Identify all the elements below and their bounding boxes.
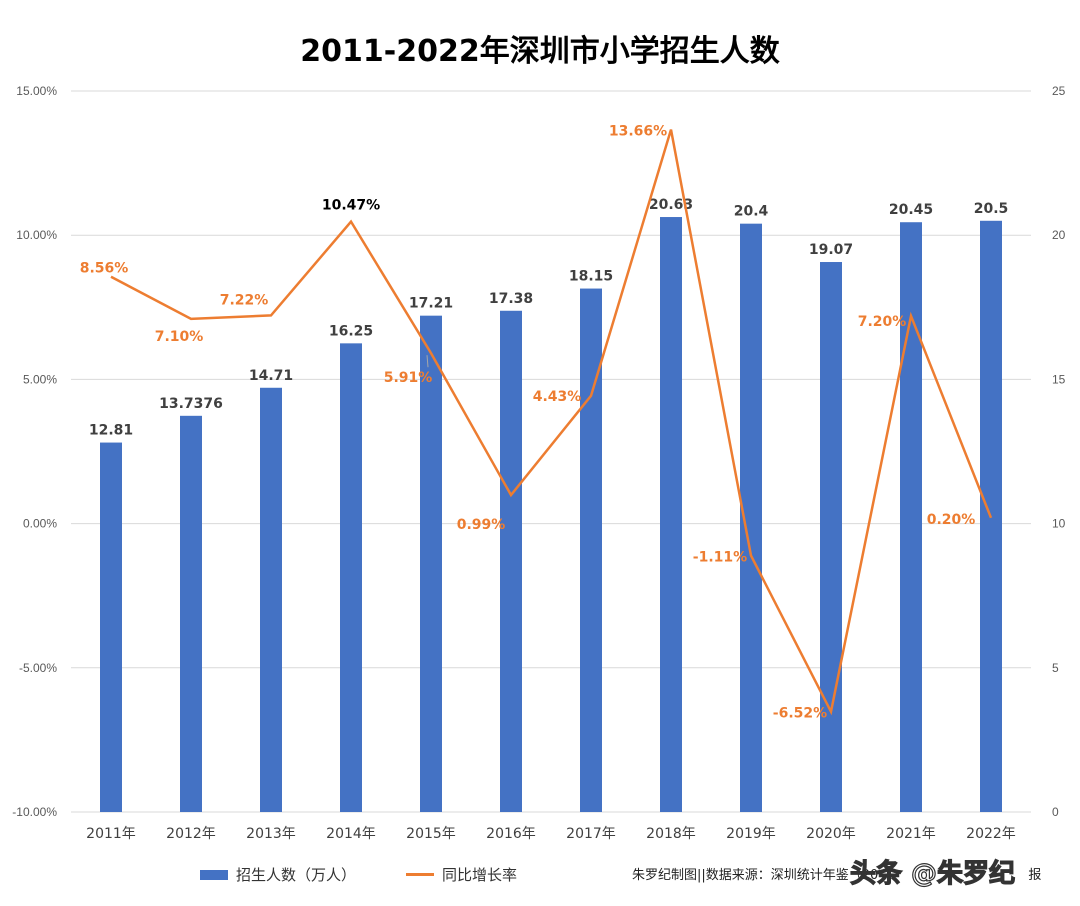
left-axis-tick: 10.00% xyxy=(16,228,57,242)
line-data-label: -1.11% xyxy=(693,550,747,566)
x-axis-tick: 2020年 xyxy=(806,826,856,842)
legend: 招生人数（万人） 同比增长率 xyxy=(200,864,517,885)
line-series xyxy=(110,129,993,716)
x-axis-tick: 2015年 xyxy=(406,826,456,842)
legend-label-bar: 招生人数（万人） xyxy=(236,866,357,884)
legend-swatch-bar xyxy=(200,869,228,880)
x-axis-tick: 2012年 xyxy=(166,826,216,842)
watermark: 头条 @朱罗纪 xyxy=(849,858,1016,889)
bar xyxy=(180,415,202,812)
x-axis-tick: 2018年 xyxy=(646,826,696,842)
line-data-label: 4.43% xyxy=(533,389,582,405)
bar xyxy=(500,310,522,812)
left-axis-tick: 15.00% xyxy=(16,84,57,98)
left-axis-tick: 0.00% xyxy=(23,517,57,531)
bar xyxy=(900,222,922,813)
left-axis-tick: -5.00% xyxy=(19,661,57,675)
line-data-label: 0.20% xyxy=(927,512,976,528)
bar-data-label: 19.07 xyxy=(809,242,853,258)
bar xyxy=(660,217,682,812)
bar-data-label: 17.21 xyxy=(409,296,453,312)
bar-data-label: 18.15 xyxy=(569,269,613,285)
source-note: 朱罗纪制图||数据来源：深圳统计年鉴（20 报 xyxy=(632,864,1041,883)
legend-swatch-line xyxy=(406,873,435,876)
bar xyxy=(260,387,282,812)
bar xyxy=(580,288,602,813)
right-axis-tick: 0 xyxy=(1052,805,1059,819)
bar-data-label: 20.4 xyxy=(734,204,769,220)
chart-title: 2011-2022年深圳市小学招生人数 xyxy=(300,34,780,69)
right-axis-tick: 5 xyxy=(1052,661,1059,675)
x-axis-tick: 2016年 xyxy=(486,826,536,842)
x-axis-tick: 2019年 xyxy=(726,826,776,842)
bar-data-label: 20.63 xyxy=(649,197,693,213)
bar-data-label: 16.25 xyxy=(329,323,373,339)
x-axis-tick: 2021年 xyxy=(886,826,936,842)
bar xyxy=(340,343,362,812)
bar xyxy=(420,315,442,812)
line-data-label: 5.91% xyxy=(384,370,433,386)
bar-data-label: 20.45 xyxy=(889,202,933,218)
line-data-label: -6.52% xyxy=(773,706,827,722)
bar-data-label: 14.71 xyxy=(249,368,293,384)
x-axis-tick: 2013年 xyxy=(246,826,296,842)
line-data-label: 10.47% xyxy=(322,198,380,214)
bar-data-label: 13.7376 xyxy=(159,396,223,412)
line-data-label: 8.56% xyxy=(80,261,129,277)
bar-data-label: 20.5 xyxy=(974,201,1009,217)
bar xyxy=(100,442,122,812)
line-data-label: 7.10% xyxy=(155,329,204,345)
source-text: 朱罗纪制图||数据来源：深圳统计年鉴（20 xyxy=(632,868,879,883)
source-text-end: 报 xyxy=(1028,868,1042,883)
left-axis-tick: -10.00% xyxy=(12,805,57,819)
legend-label-line: 同比增长率 xyxy=(442,866,518,884)
leader-line xyxy=(426,355,429,368)
x-axis-tick: 2017年 xyxy=(566,826,616,842)
bar-data-label: 12.81 xyxy=(89,423,133,439)
legend-item-line[interactable]: 同比增长率 xyxy=(406,864,517,885)
line-data-label: 0.99% xyxy=(457,517,506,533)
right-axis-tick: 25 xyxy=(1052,84,1066,98)
right-axis-tick: 15 xyxy=(1052,372,1066,386)
bar xyxy=(820,262,842,812)
bar-data-label: 17.38 xyxy=(489,291,533,307)
left-axis-tick: 5.00% xyxy=(23,372,57,386)
x-axis-tick: 2011年 xyxy=(86,826,136,842)
legend-item-bar[interactable]: 招生人数（万人） xyxy=(200,864,356,885)
x-axis-tick: 2022年 xyxy=(966,826,1016,842)
line-data-label: 7.20% xyxy=(858,314,907,330)
right-axis-tick: 10 xyxy=(1052,517,1066,531)
right-axis-tick: 20 xyxy=(1052,228,1066,242)
bar xyxy=(740,223,762,812)
line-data-label: 13.66% xyxy=(609,124,667,140)
line-data-label: 7.22% xyxy=(220,292,269,308)
x-axis-tick: 2014年 xyxy=(326,826,376,842)
